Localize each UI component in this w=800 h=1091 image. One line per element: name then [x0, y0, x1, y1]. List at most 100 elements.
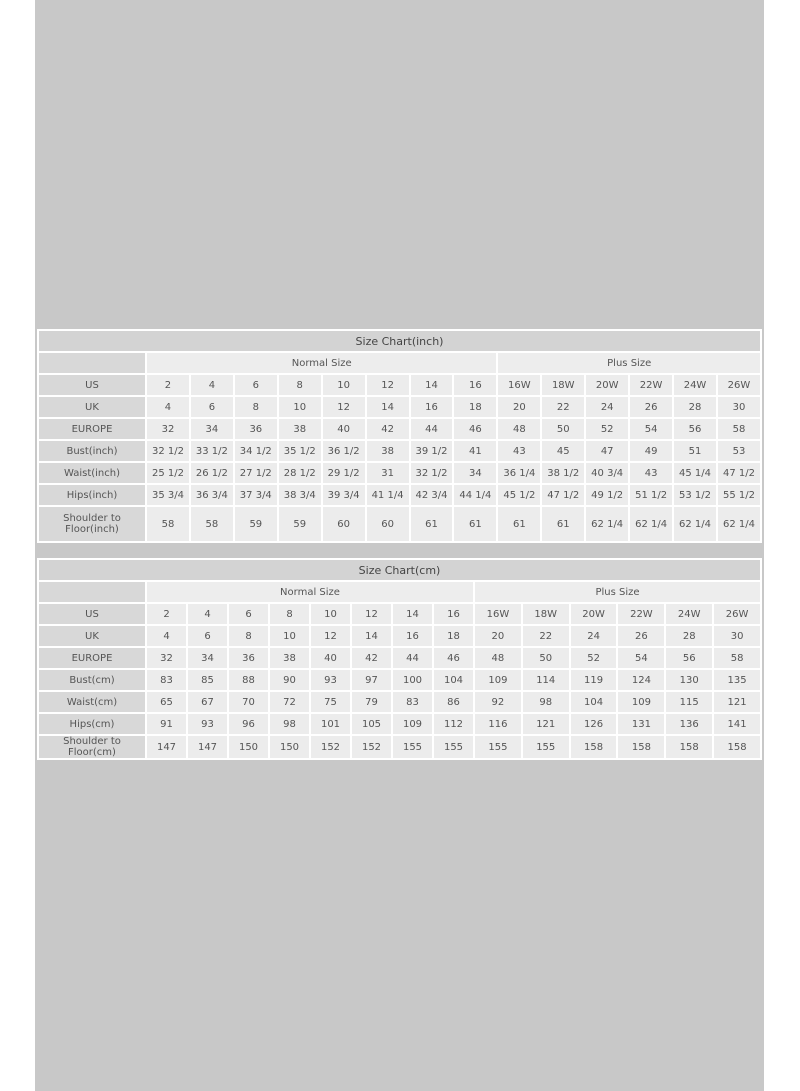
chart-title: Size Chart(cm) [39, 560, 760, 580]
table-cell: 25 1/2 [147, 463, 189, 483]
table-cell: 53 1/2 [674, 485, 716, 505]
table-cell: 72 [270, 692, 309, 712]
table-cell: 36 1/4 [498, 463, 541, 483]
chart-title: Size Chart(inch) [39, 331, 760, 351]
table-cell: 30 [717, 397, 760, 417]
table-cell: 39 3/4 [322, 485, 365, 505]
table-cell: 20 [475, 626, 521, 646]
table-cell: 85 [188, 670, 227, 690]
table-cell: 29 1/2 [322, 463, 365, 483]
table-cell: 16W [498, 375, 541, 395]
table-cell: 14 [393, 604, 432, 624]
row-label: EUROPE [39, 648, 145, 668]
table-cell: 42 [352, 648, 391, 668]
table-cell: 58 [717, 419, 760, 439]
table-cell: 98 [270, 714, 309, 734]
table-cell: 116 [475, 714, 521, 734]
group-plus-size: Plus Size [498, 353, 760, 373]
table-cell: 155 [475, 736, 521, 758]
table-cell: 38 [270, 648, 309, 668]
table-cell: 92 [475, 692, 521, 712]
table-cell: 24 [570, 626, 617, 646]
table-cell: 43 [630, 463, 673, 483]
table-cell: 121 [522, 714, 569, 734]
table-cell: 104 [570, 692, 617, 712]
table-cell: 40 [311, 648, 350, 668]
table-cell: 8 [270, 604, 309, 624]
table-cell: 50 [522, 648, 569, 668]
table-row: Waist(cm) 65 67 70 72 75 79 83 86 92 98 104 109 115 12… [39, 692, 760, 712]
size-chart-cm: Size Chart(cm) Normal Size Plus Size US 2… [37, 558, 762, 760]
table-cell: 79 [352, 692, 391, 712]
row-label: Waist(cm) [39, 692, 145, 712]
table-cell: 31 [366, 463, 409, 483]
table-cell: 58 [714, 648, 760, 668]
table-cell: 6 [229, 604, 268, 624]
table-cell: 26W [717, 375, 760, 395]
group-normal-size: Normal Size [147, 353, 497, 373]
table-cell: 32 1/2 [410, 463, 453, 483]
table-cell: 2 [147, 604, 186, 624]
table-row: Shoulder to Floor(cm) 147 147 150 150 152 152 1… [39, 736, 760, 758]
blank-cell [39, 582, 145, 602]
table-cell: 34 1/2 [234, 441, 277, 461]
table-cell: 42 3/4 [410, 485, 453, 505]
table-cell: 6 [234, 375, 277, 395]
table-cell: 4 [188, 604, 227, 624]
table-cell: 26W [714, 604, 760, 624]
table-row: Hips(inch) 35 3/4 36 3/4 37 3/4 38 3/4 39 3/4… [39, 485, 760, 505]
table-cell: 20W [570, 604, 617, 624]
table-cell: 12 [366, 375, 409, 395]
table-row: UK 4 6 8 10 12 14 16 18 20 22 24 26 28 30 [39, 397, 760, 417]
table-cell: 18W [522, 604, 569, 624]
table-cell: 46 [454, 419, 497, 439]
table-cell: 10 [278, 397, 321, 417]
table-cell: 83 [147, 670, 186, 690]
table-cell: 50 [542, 419, 585, 439]
table-cell: 14 [410, 375, 453, 395]
table-cell: 59 [234, 507, 277, 541]
table-cell: 43 [498, 441, 541, 461]
table-cell: 52 [586, 419, 629, 439]
table-row: US 2 4 6 8 10 12 14 16 16W 18W 20W 22W 24W 26W [39, 604, 760, 624]
row-label: Hips(inch) [39, 485, 145, 505]
table-cell: 96 [229, 714, 268, 734]
table-cell: 109 [618, 692, 665, 712]
table-cell: 59 [278, 507, 321, 541]
table-cell: 22 [542, 397, 585, 417]
table-cell: 32 [147, 648, 186, 668]
table-cell: 45 1/2 [498, 485, 541, 505]
table-cell: 34 [188, 648, 227, 668]
table-cell: 8 [278, 375, 321, 395]
table-cell: 12 [352, 604, 391, 624]
table-cell: 24 [586, 397, 629, 417]
table-cell: 112 [434, 714, 473, 734]
table-cell: 155 [393, 736, 432, 758]
table-cell: 37 3/4 [234, 485, 277, 505]
row-label: Waist(inch) [39, 463, 145, 483]
table-cell: 36 [229, 648, 268, 668]
table-cell: 40 3/4 [586, 463, 629, 483]
table-cell: 61 [410, 507, 453, 541]
background-panel [35, 0, 764, 1091]
table-cell: 28 [674, 397, 716, 417]
size-chart-inch: Size Chart(inch) Normal Size Plus Size U… [37, 329, 762, 543]
group-normal-size: Normal Size [147, 582, 473, 602]
table-cell: 26 1/2 [190, 463, 233, 483]
table-row: Shoulder to Floor(inch) 58 58 59 59 60 60 61 61 6… [39, 507, 760, 541]
table-cell: 56 [666, 648, 713, 668]
table-cell: 61 [454, 507, 497, 541]
table-cell: 65 [147, 692, 186, 712]
table-cell: 46 [434, 648, 473, 668]
table-cell: 83 [393, 692, 432, 712]
table-cell: 47 1/2 [717, 463, 760, 483]
table-cell: 109 [393, 714, 432, 734]
table-cell: 45 [542, 441, 585, 461]
table-cell: 88 [229, 670, 268, 690]
table-cell: 152 [311, 736, 350, 758]
table-cell: 48 [498, 419, 541, 439]
table-row: EUROPE 32 34 36 38 40 42 44 46 48 50 52 54 56 58 [39, 648, 760, 668]
table-cell: 4 [147, 397, 189, 417]
table-cell: 124 [618, 670, 665, 690]
table-cell: 4 [190, 375, 233, 395]
